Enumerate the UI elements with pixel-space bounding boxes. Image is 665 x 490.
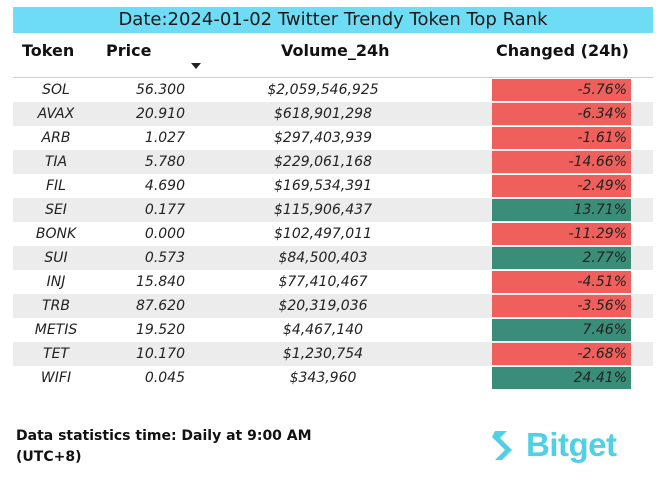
change-cell: 13.71%: [492, 199, 631, 221]
footer-line-2: (UTC+8): [16, 449, 82, 465]
change-cell: -5.76%: [492, 79, 631, 101]
table-row[interactable]: AVAX 20.910 $618,901,298 -6.34%: [13, 102, 653, 126]
table-row[interactable]: SUI 0.573 $84,500,403 2.77%: [13, 246, 653, 270]
column-header-token[interactable]: Token: [22, 41, 75, 60]
price-cell: 1.027: [144, 130, 185, 146]
token-cell: TRB: [42, 298, 70, 314]
token-cell: FIL: [46, 178, 66, 194]
volume-cell: $77,410,467: [278, 274, 368, 290]
bitget-logo-icon: [492, 431, 512, 460]
volume-cell: $229,061,168: [274, 154, 372, 170]
table-row[interactable]: WIFI 0.045 $343,960 24.41%: [13, 366, 653, 390]
table-row[interactable]: SOL 56.300 $2,059,546,925 -5.76%: [13, 78, 653, 102]
volume-cell: $84,500,403: [278, 250, 368, 266]
column-header-price[interactable]: Price: [106, 41, 152, 60]
price-cell: 0.573: [144, 250, 185, 266]
price-cell: 5.780: [144, 154, 185, 170]
bitget-logo: Bitget: [486, 425, 617, 465]
price-cell: 19.520: [136, 322, 185, 338]
price-cell: 20.910: [136, 106, 185, 122]
volume-cell: $4,467,140: [282, 322, 364, 338]
table-body: SOL 56.300 $2,059,546,925 -5.76% AVAX 20.910 $…: [13, 78, 653, 390]
footer-note: Data statistics time: Daily at 9:00 AM (…: [16, 426, 356, 468]
change-cell: 2.77%: [492, 247, 631, 269]
volume-cell: $20,319,036: [278, 298, 368, 314]
table-row[interactable]: ARB 1.027 $297,403,939 -1.61%: [13, 126, 653, 150]
volume-cell: $618,901,298: [274, 106, 372, 122]
change-cell: -11.29%: [492, 223, 631, 245]
volume-cell: $297,403,939: [274, 130, 372, 146]
change-cell: -1.61%: [492, 127, 631, 149]
table-row[interactable]: SEI 0.177 $115,906,437 13.71%: [13, 198, 653, 222]
change-cell: -3.56%: [492, 295, 631, 317]
table-row[interactable]: TIA 5.780 $229,061,168 -14.66%: [13, 150, 653, 174]
volume-cell: $2,059,546,925: [267, 82, 379, 98]
price-cell: 0.000: [144, 226, 185, 242]
token-cell: SUI: [44, 250, 68, 266]
table-row[interactable]: INJ 15.840 $77,410,467 -4.51%: [13, 270, 653, 294]
change-cell: -4.51%: [492, 271, 631, 293]
price-cell: 4.690: [144, 178, 185, 194]
change-cell: 24.41%: [492, 367, 631, 389]
change-cell: -6.34%: [492, 103, 631, 125]
price-cell: 10.170: [136, 346, 185, 362]
table-row[interactable]: FIL 4.690 $169,534,391 -2.49%: [13, 174, 653, 198]
token-cell: BONK: [35, 226, 77, 242]
table-row[interactable]: BONK 0.000 $102,497,011 -11.29%: [13, 222, 653, 246]
token-cell: SOL: [42, 82, 70, 98]
token-cell: METIS: [34, 322, 78, 338]
change-cell: 7.46%: [492, 319, 631, 341]
column-header-changed[interactable]: Changed (24h): [496, 41, 629, 60]
price-cell: 87.620: [136, 298, 185, 314]
price-cell: 0.045: [144, 370, 185, 386]
volume-cell: $102,497,011: [274, 226, 372, 242]
token-cell: SEI: [45, 202, 67, 218]
table-row[interactable]: TRB 87.620 $20,319,036 -3.56%: [13, 294, 653, 318]
volume-cell: $1,230,754: [282, 346, 364, 362]
volume-cell: $343,960: [289, 370, 357, 386]
price-cell: 15.840: [136, 274, 185, 290]
table-row[interactable]: TET 10.170 $1,230,754 -2.68%: [13, 342, 653, 366]
price-cell: 0.177: [144, 202, 185, 218]
bitget-logo-text: Bitget: [526, 426, 617, 463]
token-cell: INJ: [46, 274, 66, 290]
price-cell: 56.300: [136, 82, 185, 98]
change-cell: -2.49%: [492, 175, 631, 197]
table-title: Date:2024-01-02 Twitter Trendy Token Top…: [13, 7, 653, 33]
token-cell: TET: [43, 346, 69, 362]
token-cell: AVAX: [37, 106, 75, 122]
footer-line-1: Data statistics time: Daily at 9:00 AM: [16, 428, 312, 444]
volume-cell: $115,906,437: [274, 202, 372, 218]
volume-cell: $169,534,391: [274, 178, 372, 194]
change-cell: -2.68%: [492, 343, 631, 365]
token-cell: WIFI: [40, 370, 72, 386]
table-header: Token Price Volume_24h Changed (24h): [13, 39, 653, 78]
sort-descending-icon[interactable]: [191, 63, 201, 69]
token-cell: TIA: [44, 154, 68, 170]
table-row[interactable]: METIS 19.520 $4,467,140 7.46%: [13, 318, 653, 342]
column-header-volume[interactable]: Volume_24h: [281, 41, 390, 60]
change-cell: -14.66%: [492, 151, 631, 173]
token-cell: ARB: [41, 130, 71, 146]
